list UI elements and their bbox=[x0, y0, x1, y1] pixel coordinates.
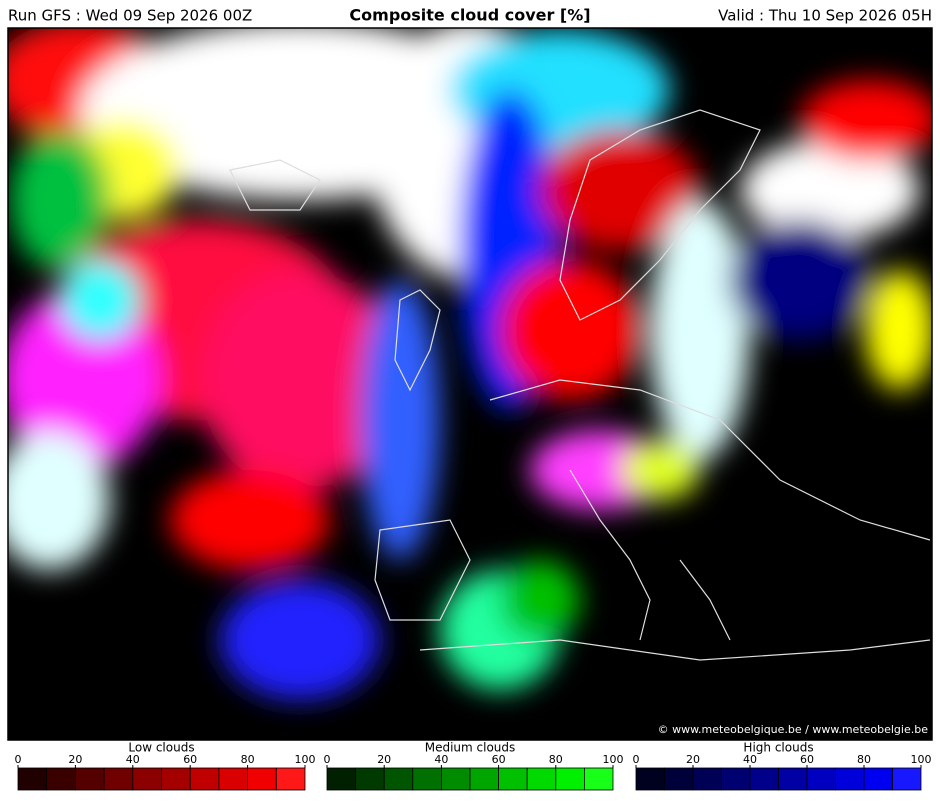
map-title: Composite cloud cover [%] bbox=[349, 6, 590, 25]
legend-swatch bbox=[218, 767, 248, 791]
legend-tick-label: 40 bbox=[434, 753, 448, 766]
map-frame bbox=[7, 27, 933, 741]
legend-swatch bbox=[778, 767, 808, 791]
legend-tick-label: 40 bbox=[126, 753, 140, 766]
legend-swatch bbox=[383, 767, 414, 791]
legend-title: Low clouds bbox=[128, 741, 194, 755]
legend-swatch bbox=[103, 767, 134, 791]
legend-swatch bbox=[498, 767, 528, 791]
legend-swatch bbox=[664, 767, 694, 791]
legend-swatch bbox=[132, 767, 162, 791]
legend-tick-label: 100 bbox=[295, 753, 316, 766]
cloud-map: © www.meteobelgique.be / www.meteobelgie… bbox=[8, 28, 932, 740]
legend-tick-label: 0 bbox=[324, 753, 331, 766]
legend-swatch bbox=[555, 767, 585, 791]
legends: Low clouds 0 20 40 60 80 100 Medium clouds 0 20 40… bbox=[15, 741, 932, 791]
legend-swatch bbox=[892, 767, 922, 791]
legend-swatch bbox=[17, 767, 48, 791]
legend-swatch bbox=[526, 767, 557, 791]
legend-swatch bbox=[584, 767, 614, 791]
legend-tick-label: 80 bbox=[549, 753, 563, 766]
legend-swatch bbox=[635, 767, 665, 791]
legend-swatch bbox=[806, 767, 836, 791]
legend-swatch bbox=[863, 767, 893, 791]
legend-swatch bbox=[46, 767, 76, 791]
legend-title: Medium clouds bbox=[425, 741, 516, 755]
legend-swatch bbox=[161, 767, 191, 791]
legend-swatch bbox=[326, 767, 357, 791]
legend-tick-label: 60 bbox=[183, 753, 197, 766]
legend-tick-label: 100 bbox=[911, 753, 932, 766]
legend-tick-label: 0 bbox=[15, 753, 22, 766]
run-label: Run GFS : Wed 09 Sep 2026 00Z bbox=[8, 7, 252, 25]
legend-swatch bbox=[355, 767, 385, 791]
legend-tick-label: 100 bbox=[603, 753, 624, 766]
legend-swatch bbox=[189, 767, 220, 791]
legend-tick-label: 20 bbox=[377, 753, 391, 766]
legend-tick-label: 80 bbox=[241, 753, 255, 766]
credit: © www.meteobelgique.be / www.meteobelgie… bbox=[658, 723, 929, 736]
legend-tick-label: 60 bbox=[800, 753, 814, 766]
legend-swatch bbox=[75, 767, 105, 791]
legend-swatch bbox=[440, 767, 471, 791]
legend-tick-label: 0 bbox=[633, 753, 640, 766]
valid-label: Valid : Thu 10 Sep 2026 05H bbox=[718, 7, 932, 25]
legend-title: High clouds bbox=[743, 741, 813, 755]
legend-swatch bbox=[247, 767, 277, 791]
legend-tick-label: 20 bbox=[68, 753, 82, 766]
legend-swatch bbox=[721, 767, 751, 791]
legend-swatch bbox=[412, 767, 442, 791]
legend-swatch bbox=[749, 767, 779, 791]
legend-tick-label: 20 bbox=[686, 753, 700, 766]
legend-tick-label: 40 bbox=[743, 753, 757, 766]
legend-swatch bbox=[835, 767, 865, 791]
legend-tick-label: 80 bbox=[857, 753, 871, 766]
legend-swatch bbox=[469, 767, 500, 791]
legend-tick-label: 60 bbox=[492, 753, 506, 766]
legend-swatch bbox=[692, 767, 722, 791]
legend-swatch bbox=[275, 767, 306, 791]
